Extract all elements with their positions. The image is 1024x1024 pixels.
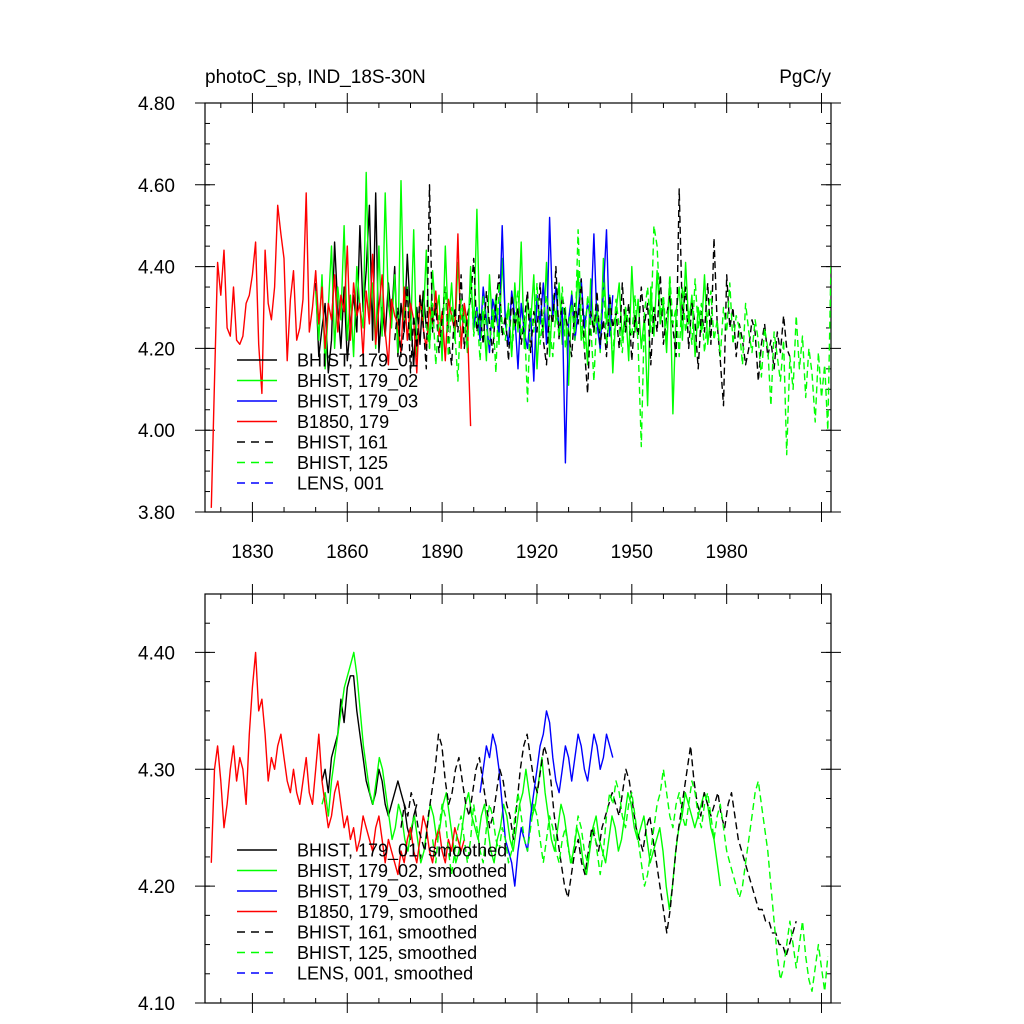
chart-0-legend-label-bhist-179-03: BHIST, 179_03 [297,392,418,413]
chart-1-legend-label-b1850-179-smoothed: B1850, 179, smoothed [297,902,478,922]
chart-0-series-bhist-179-01 [315,192,427,374]
chart-0-title-left: photoC_sp, IND_18S-30N [205,67,426,88]
chart-0-y-tick-label-2: 4.20 [138,339,175,360]
chart-0-legend-label-bhist-179-02: BHIST, 179_02 [297,371,418,392]
chart-1-series-bhist-161-smoothed [400,733,797,957]
chart-1-legend-label-bhist-161-smoothed: BHIST, 161, smoothed [297,923,477,943]
chart-1-legend-label-bhist-125-smoothed: BHIST, 125, smoothed [297,943,477,963]
top-panel: photoC_sp, IND_18S-30N PgC/y 1830 1860 1890 1… [138,67,841,563]
chart-1-y-tick-label-3: 4.40 [138,643,175,664]
chart-0-title-right: PgC/y [779,67,831,88]
chart-1-legend-label-bhist-179-02-smoothed: BHIST, 179_02, smoothed [297,861,507,882]
chart-0-legend-label-bhist-179-01: BHIST, 179_01 [297,351,418,372]
chart-0-y-tick-label-1: 4.00 [138,421,175,442]
chart-0-series-bhist-179-03 [473,216,614,464]
chart-0-x-tick-label-1980: 1980 [706,542,748,563]
chart-1-legend-label-bhist-179-01-smoothed: BHIST, 179_01, smoothed [297,841,507,862]
chart-0-legend-label-lens-001: LENS, 001 [297,474,384,494]
chart-1-y-tick-label-2: 4.30 [138,760,175,781]
chart-1-y-tick-label-1: 4.20 [138,877,175,898]
chart-0-y-tick-label-0: 3.80 [138,503,175,524]
chart-0-y-tick-label-5: 4.80 [138,94,175,115]
chart-0-legend-label-b1850-179: B1850, 179 [297,412,389,432]
chart-1-legend-label-lens-001-smoothed: LENS, 001, smoothed [297,964,473,984]
chart-0-x-tick-label-1890: 1890 [421,542,463,563]
chart-0-y-tick-label-4: 4.60 [138,176,175,197]
chart-0-series-bhist-179-02 [315,171,712,415]
chart-1-series-b1850-179-smoothed [210,651,465,876]
chart-0-y-tick-label-3: 4.40 [138,258,175,279]
chart-0-legend-label-bhist-161: BHIST, 161 [297,433,388,453]
chart-1-series-group [210,651,829,992]
chart-1-legend-label-bhist-179-03-smoothed: BHIST, 179_03, smoothed [297,882,507,903]
chart-1-series-bhist-125-smoothed [431,768,829,992]
chart-1-series-bhist-179-02-smoothed [321,651,721,911]
chart-0-x-tick-label-1860: 1860 [326,542,368,563]
chart-0-x-tick-label-1950: 1950 [611,542,653,563]
chart-0-x-tick-label-1830: 1830 [231,542,273,563]
chart-0-series-bhist-161 [394,184,791,407]
chart-0-series-bhist-125 [425,224,831,456]
chart-0-series-group [210,171,831,508]
chart-1-series-bhist-179-03-smoothed [479,710,614,887]
chart-1-y-tick-label-0: 4.10 [138,994,175,1015]
chart-0-x-tick-label-1920: 1920 [516,542,558,563]
chart-0-legend-label-bhist-125: BHIST, 125 [297,453,388,473]
